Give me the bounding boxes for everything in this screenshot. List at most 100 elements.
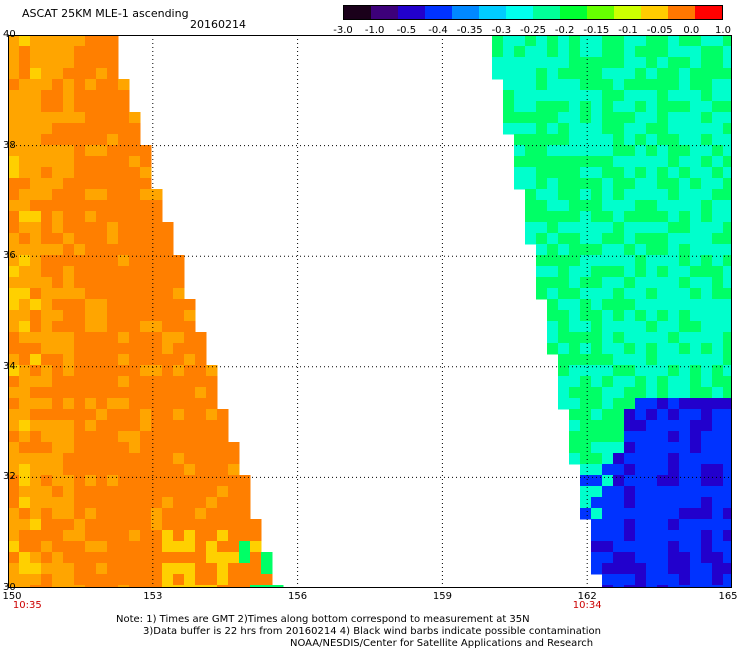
swath-right <box>492 35 732 588</box>
swath-cell <box>668 277 680 289</box>
swath-cell <box>613 387 625 399</box>
swath-cell <box>690 585 702 588</box>
swath-cell <box>74 68 86 80</box>
swath-cell <box>96 409 108 421</box>
swath-cell <box>129 134 141 146</box>
swath-cell <box>217 574 229 586</box>
swath-cell <box>580 211 592 223</box>
swath-cell <box>701 508 713 520</box>
swath-cell <box>701 431 713 443</box>
swath-cell <box>536 101 548 113</box>
latitude-label: 32 <box>3 471 16 483</box>
swath-cell <box>30 200 42 212</box>
swath-cell <box>624 321 636 333</box>
swath-cell <box>613 101 625 113</box>
swath-cell <box>30 68 42 80</box>
swath-cell <box>217 508 229 520</box>
swath-cell <box>52 266 64 278</box>
swath-cell <box>184 332 196 344</box>
swath-cell <box>217 464 229 476</box>
swath-cell <box>547 79 559 91</box>
swath-cell <box>140 343 152 355</box>
swath-cell <box>723 321 732 333</box>
swath-cell <box>580 79 592 91</box>
swath-cell <box>558 244 570 256</box>
swath-cell <box>514 123 526 135</box>
swath-cell <box>140 475 152 487</box>
swath-cell <box>19 486 31 498</box>
swath-cell <box>184 409 196 421</box>
swath-cell <box>701 453 713 465</box>
swath-cell <box>558 266 570 278</box>
swath-cell <box>140 508 152 520</box>
swath-cell <box>613 200 625 212</box>
swath-cell <box>547 35 559 47</box>
swath-cell <box>635 464 647 476</box>
swath-cell <box>635 376 647 388</box>
swath-cell <box>690 486 702 498</box>
swath-cell <box>206 453 218 465</box>
swath-cell <box>129 387 141 399</box>
swath-cell <box>624 233 636 245</box>
swath-cell <box>701 354 713 366</box>
swath-cell <box>74 365 86 377</box>
swath-cell <box>602 123 614 135</box>
swath-cell <box>63 431 75 443</box>
swath-cell <box>723 365 732 377</box>
swath-cell <box>151 541 163 553</box>
swath-cell <box>701 387 713 399</box>
swath-cell <box>712 332 724 344</box>
swath-cell <box>569 112 581 124</box>
swath-cell <box>52 167 64 179</box>
swath-cell <box>184 398 196 410</box>
swath-cell <box>239 475 251 487</box>
swath-cell <box>657 420 669 432</box>
swath-cell <box>624 255 636 267</box>
swath-cell <box>657 321 669 333</box>
swath-cell <box>52 211 64 223</box>
swath-cell <box>712 255 724 267</box>
swath-cell <box>173 486 185 498</box>
swath-cell <box>30 112 42 124</box>
swath-cell <box>712 398 724 410</box>
swath-cell <box>679 354 691 366</box>
swath-cell <box>569 79 581 91</box>
swath-cell <box>8 178 20 190</box>
swath-cell <box>690 398 702 410</box>
swath-cell <box>74 266 86 278</box>
swath-cell <box>591 310 603 322</box>
swath-cell <box>30 453 42 465</box>
swath-cell <box>635 530 647 542</box>
swath-cell <box>41 398 53 410</box>
swath-cell <box>679 57 691 69</box>
swath-cell <box>63 90 75 102</box>
swath-cell <box>162 431 174 443</box>
swath-cell <box>602 420 614 432</box>
swath-cell <box>536 200 548 212</box>
swath-cell <box>162 464 174 476</box>
swath-cell <box>52 222 64 234</box>
swath-cell <box>63 486 75 498</box>
swath-cell <box>107 255 119 267</box>
swath-cell <box>107 299 119 311</box>
swath-cell <box>613 145 625 157</box>
swath-cell <box>723 442 732 454</box>
swath-cell <box>8 134 20 146</box>
swath-cell <box>613 189 625 201</box>
swath-cell <box>8 519 20 531</box>
swath-cell <box>19 420 31 432</box>
swath-cell <box>668 519 680 531</box>
swath-cell <box>580 200 592 212</box>
swath-cell <box>118 200 130 212</box>
swath-cell <box>96 420 108 432</box>
swath-cell <box>63 299 75 311</box>
swath-cell <box>701 409 713 421</box>
swath-cell <box>96 310 108 322</box>
swath-cell <box>613 46 625 58</box>
swath-cell <box>602 200 614 212</box>
swath-cell <box>569 255 581 267</box>
swath-cell <box>536 189 548 201</box>
swath-cell <box>690 310 702 322</box>
swath-cell <box>646 35 658 47</box>
swath-cell <box>668 409 680 421</box>
